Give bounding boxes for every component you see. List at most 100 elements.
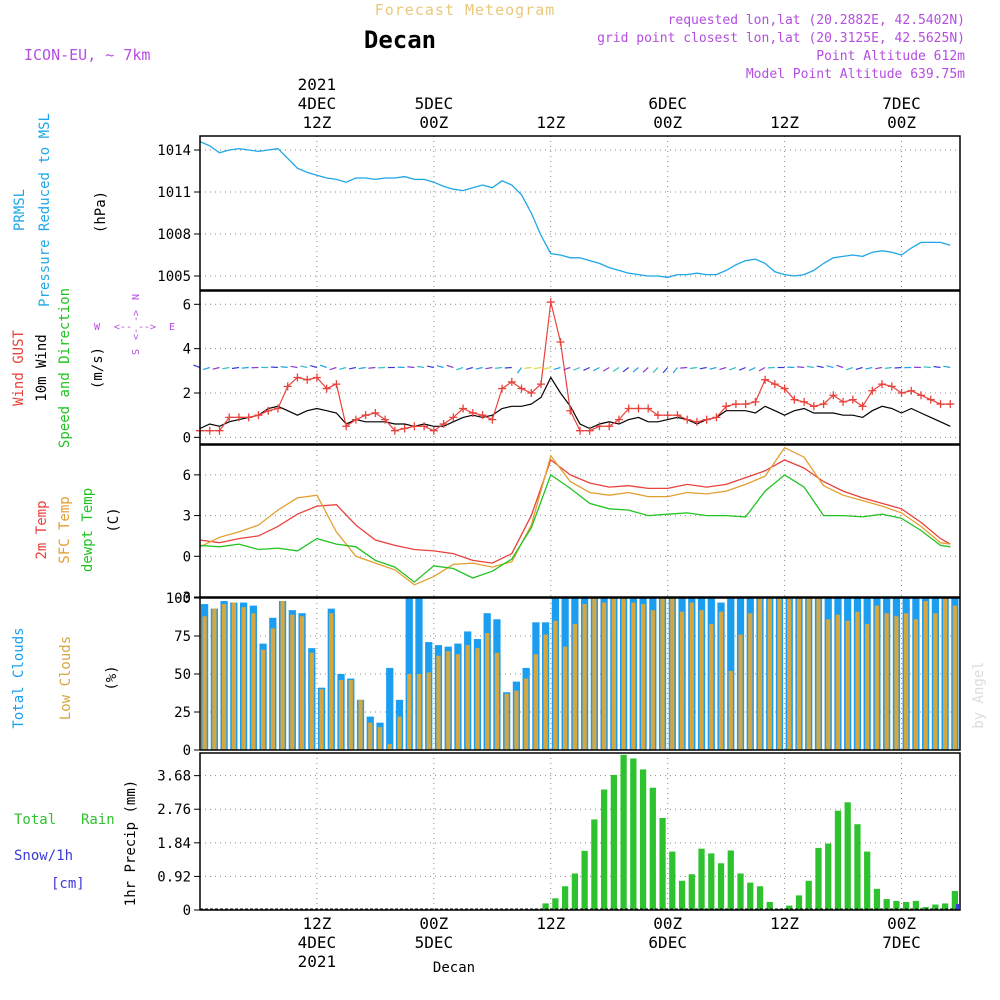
- wind-direction-arrow: [358, 366, 366, 370]
- low-cloud-bar: [397, 716, 402, 750]
- top-axis-label: 5DEC: [415, 94, 454, 113]
- wind-direction-arrow: [241, 366, 249, 369]
- rain-bar: [786, 905, 793, 910]
- low-cloud-bar: [260, 649, 266, 750]
- wind-direction-arrow: [426, 365, 434, 369]
- wind-gust-mark: [537, 380, 546, 389]
- rain-bar: [795, 895, 803, 910]
- low-cloud-bar: [689, 602, 694, 750]
- precip-ytick-label: 0.92: [157, 869, 191, 885]
- wind-gust-mark: [936, 400, 945, 409]
- low-cloud-bar: [865, 623, 870, 750]
- wind-gust-mark: [400, 424, 409, 433]
- temp-ytick-label: 6: [183, 468, 191, 484]
- wind-direction-arrow: [456, 366, 464, 371]
- low-cloud-bar: [280, 601, 285, 750]
- compass-e: E: [169, 322, 175, 333]
- wind-gust-mark: [517, 384, 526, 393]
- wind-direction-arrow: [475, 366, 483, 370]
- wind-gust-mark: [478, 411, 487, 420]
- bottom-axis-label: 00Z: [419, 914, 448, 933]
- wind-gust-mark: [410, 422, 419, 431]
- rain-bar: [873, 888, 881, 910]
- low-cloud-bar: [309, 652, 314, 750]
- wind-direction-arrow: [884, 366, 892, 369]
- wind-direction-arrow: [758, 366, 766, 372]
- temp-ytick-label: -3: [174, 590, 191, 606]
- wind-ytick-label: 2: [183, 386, 191, 402]
- low-cloud-bar: [679, 611, 685, 750]
- top-axis-label: 00Z: [419, 113, 448, 132]
- bottom-station: Decan: [433, 960, 475, 976]
- compass-s: S: [131, 349, 142, 355]
- low-cloud-bar: [816, 598, 821, 750]
- wind-ytick-label: 4: [183, 342, 191, 358]
- bottom-axis-label: 2021: [298, 952, 337, 971]
- wind-gust-mark: [917, 391, 926, 400]
- wind-direction-arrow: [348, 366, 357, 370]
- wind-direction-arrow: [933, 365, 941, 369]
- low-cloud-bar: [436, 655, 441, 750]
- wind-direction-arrow: [680, 366, 688, 369]
- low-cloud-bar: [572, 623, 577, 750]
- low-cloud-bar: [338, 680, 344, 750]
- low-cloud-bar: [670, 598, 675, 750]
- clouds-total-label: Total Clouds: [11, 627, 27, 728]
- top-axis-label: 12Z: [302, 113, 331, 132]
- wind-ytick-label: 6: [183, 297, 191, 313]
- wind-direction-arrow: [642, 367, 649, 373]
- wind-gust-mark: [683, 415, 692, 424]
- station-title: Decan: [364, 26, 436, 54]
- rain-bar: [883, 899, 890, 910]
- wind-direction-arrow: [748, 366, 756, 372]
- wind-gust-mark: [381, 415, 390, 424]
- temp-ytick-label: 3: [183, 509, 191, 525]
- wind-direction-arrow: [553, 366, 561, 371]
- wind-gust-line: [200, 301, 951, 432]
- wind-direction-arrow: [516, 367, 523, 374]
- wind-gust-mark: [585, 426, 594, 435]
- rain-bar: [756, 886, 764, 910]
- bottom-axis-label: 00Z: [887, 914, 916, 933]
- wind-gust-mark: [215, 426, 224, 435]
- wind-label: 10m Wind: [34, 334, 50, 401]
- rain-bar: [854, 824, 861, 910]
- top-axis-label: 12Z: [536, 113, 565, 132]
- temp-sfc-label: SFC Temp: [57, 496, 73, 563]
- rain-bar: [825, 843, 832, 910]
- wind-gust-mark: [878, 380, 887, 389]
- wind-gust-mark: [371, 408, 380, 417]
- low-cloud-bar: [748, 613, 753, 750]
- low-cloud-bar: [368, 722, 373, 750]
- wind-gust-mark: [390, 426, 399, 435]
- compass-n: N: [131, 294, 142, 300]
- panels: 1005 1008 1011 1014 0 2 4 6 -3 0 3 6 0 25 50 75 100 0 0.92…: [157, 135, 961, 919]
- wind-gust-mark: [205, 426, 214, 435]
- low-cloud-bar: [221, 604, 227, 750]
- model-label: ICON-EU, ~ 7km: [24, 46, 150, 64]
- top-axis-label: 12Z: [770, 113, 799, 132]
- low-cloud-bar: [426, 672, 431, 750]
- model-altitude: Model Point Altitude 639.75m: [746, 67, 965, 82]
- wind-direction-arrow: [485, 366, 493, 370]
- low-cloud-bar: [826, 619, 831, 750]
- rain-bar: [610, 774, 617, 910]
- rain-bar: [630, 758, 637, 910]
- wind-gust-mark: [303, 375, 312, 384]
- wind-gust-mark: [244, 413, 253, 422]
- low-cloud-bar: [504, 693, 509, 750]
- rain-bar: [678, 880, 686, 910]
- rain-bar: [639, 769, 647, 910]
- header: Forecast Meteogram Decan ICON-EU, ~ 7km …: [24, 1, 965, 82]
- wind-direction-arrow: [826, 365, 834, 369]
- low-cloud-bar: [738, 634, 743, 750]
- wind-gust-mark: [663, 411, 672, 420]
- low-cloud-bar: [231, 602, 236, 750]
- rain-bar: [932, 904, 939, 910]
- pressure-line: [199, 141, 951, 279]
- wind-gust-mark: [644, 404, 653, 413]
- low-cloud-bar: [582, 604, 587, 750]
- top-axis-label: 6DEC: [648, 94, 687, 113]
- bottom-axis-label: 12Z: [770, 914, 799, 933]
